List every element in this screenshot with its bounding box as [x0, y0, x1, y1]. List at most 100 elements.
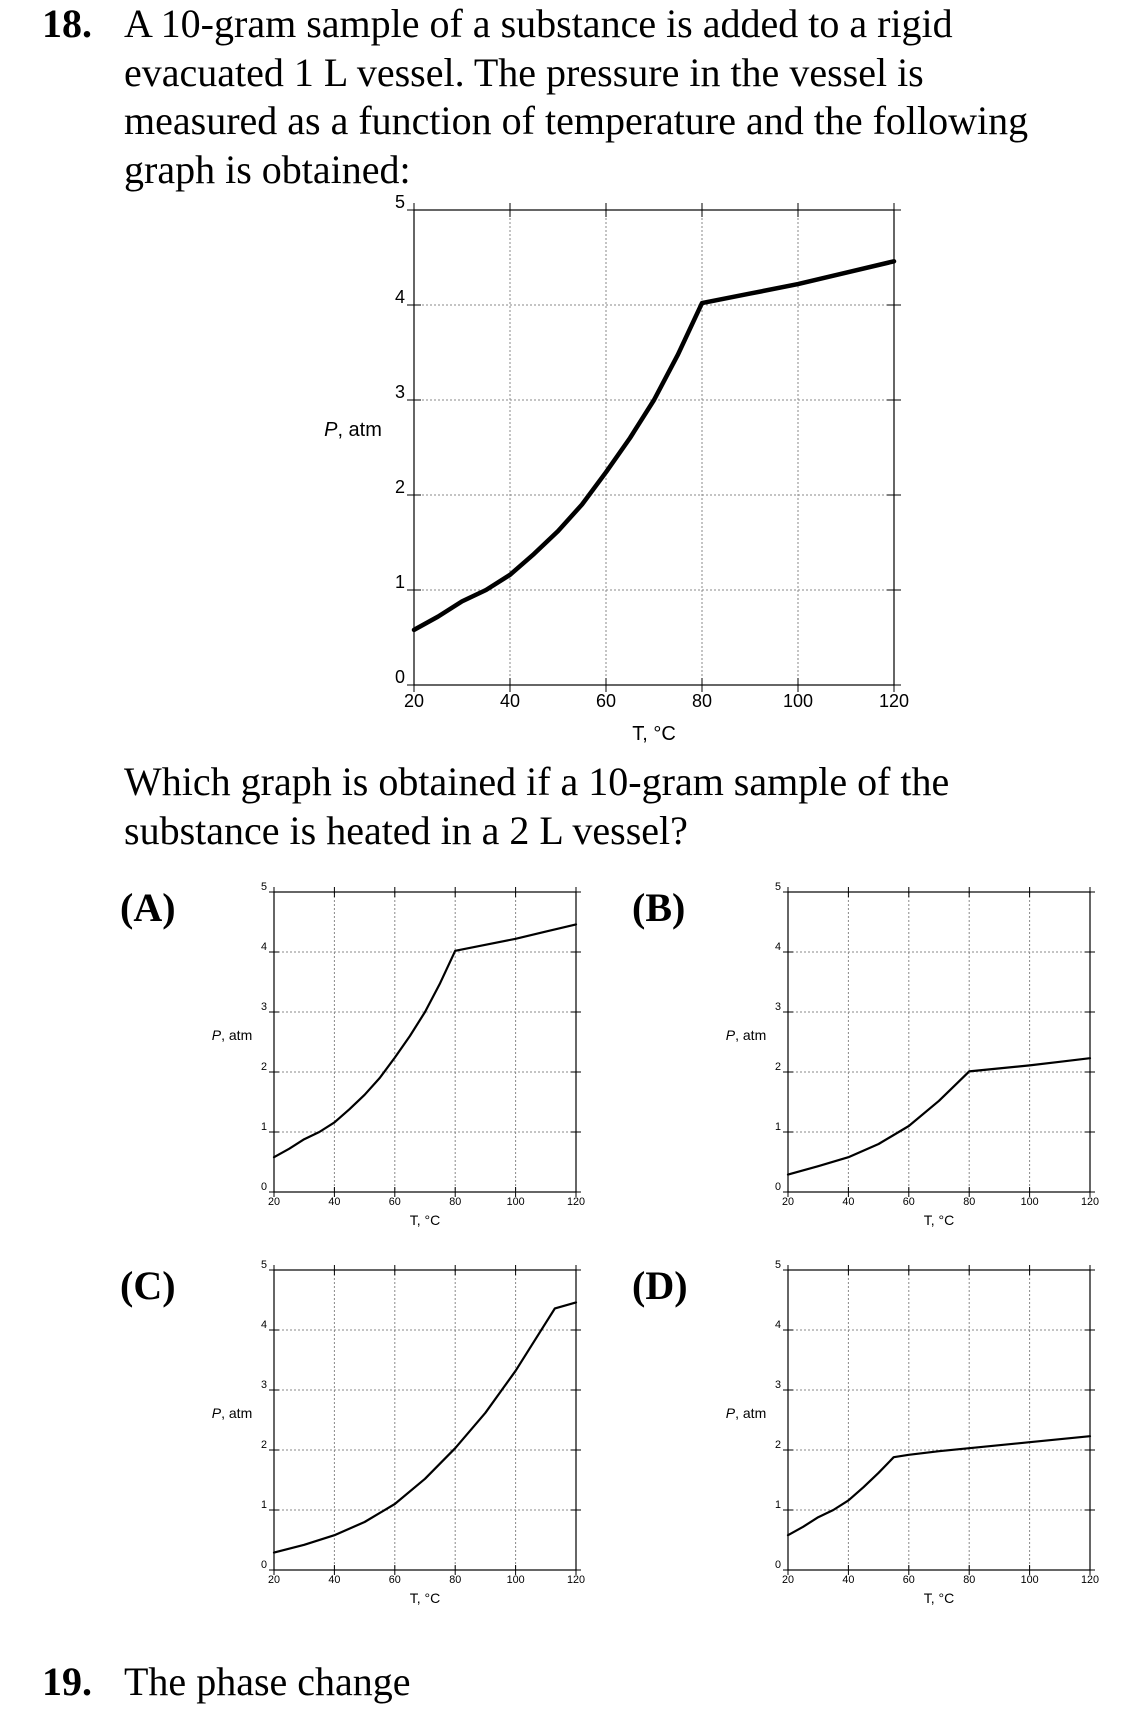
y-tick-label: 3	[775, 1001, 781, 1013]
question-19-text: The phase change	[124, 1659, 411, 1704]
y-tick-label: 4	[775, 941, 781, 953]
y-axis-label: P, atm	[726, 1027, 766, 1043]
x-axis-label: T, °C	[410, 1590, 441, 1606]
x-tick-label: 20	[782, 1196, 794, 1208]
x-tick-label: 40	[842, 1196, 854, 1208]
y-tick-label: 1	[775, 1121, 781, 1133]
y-tick-label: 3	[261, 1379, 267, 1391]
x-tick-label: 40	[328, 1196, 340, 1208]
y-tick-label: 0	[395, 667, 405, 687]
y-axis-label: P, atm	[324, 419, 382, 441]
stem-line: graph is obtained:	[124, 146, 411, 192]
pressure-curve	[786, 1057, 1092, 1176]
x-tick-label: 80	[963, 1574, 975, 1586]
pressure-curve	[272, 923, 578, 1159]
x-tick-label: 120	[879, 691, 909, 711]
x-tick-label: 80	[692, 691, 712, 711]
x-axis-label: T, °C	[632, 723, 676, 745]
plot-frame	[273, 1269, 577, 1571]
x-tick-label: 40	[328, 1574, 340, 1586]
plot-frame	[787, 891, 1091, 1193]
y-tick-label: 1	[775, 1499, 781, 1511]
plot-frame	[787, 1269, 1091, 1571]
x-tick-label: 100	[507, 1574, 525, 1586]
question-19-number: 19.	[42, 1659, 92, 1704]
y-tick-label: 0	[261, 1559, 267, 1571]
y-tick-label: 4	[261, 941, 267, 953]
x-tick-label: 120	[1081, 1574, 1099, 1586]
y-tick-label: 4	[395, 287, 405, 307]
x-tick-label: 100	[783, 691, 813, 711]
option-b-chart[interactable]: 20 40 60 80 100 120 0 1 2 3 4 5 P, atm T, °C	[710, 880, 1110, 1235]
y-tick-label: 5	[395, 192, 405, 212]
x-tick-label: 120	[567, 1574, 585, 1586]
y-tick-label: 5	[261, 1259, 267, 1271]
y-tick-label: 5	[775, 881, 781, 893]
y-tick-label: 5	[775, 1259, 781, 1271]
x-tick-label: 20	[268, 1574, 280, 1586]
x-tick-label: 40	[500, 691, 520, 711]
prompt-line: Which graph is obtained if a 10-gram sam…	[124, 759, 950, 804]
y-tick-label: 3	[775, 1379, 781, 1391]
x-axis-label: T, °C	[924, 1590, 955, 1606]
question-18-number: 18.	[42, 1, 92, 46]
x-tick-label: 60	[389, 1574, 401, 1586]
y-tick-label: 4	[261, 1319, 267, 1331]
x-tick-label: 60	[389, 1196, 401, 1208]
y-tick-label: 3	[261, 1001, 267, 1013]
x-tick-label: 100	[507, 1196, 525, 1208]
y-tick-label: 2	[395, 477, 405, 497]
y-tick-label: 4	[775, 1319, 781, 1331]
x-tick-label: 120	[567, 1196, 585, 1208]
option-c-label[interactable]: (C)	[120, 1263, 176, 1308]
option-d-chart[interactable]: 20 40 60 80 100 120 0 1 2 3 4 5 P, atm T, °C	[710, 1258, 1110, 1613]
x-tick-label: 100	[1021, 1574, 1039, 1586]
x-tick-label: 20	[268, 1196, 280, 1208]
y-tick-label: 5	[261, 881, 267, 893]
x-axis-label: T, °C	[924, 1212, 955, 1228]
option-c-chart[interactable]: 20 40 60 80 100 120 0 1 2 3 4 5 P, atm T, °C	[196, 1258, 596, 1613]
pressure-curve	[272, 1301, 578, 1554]
y-tick-label: 2	[261, 1061, 267, 1073]
x-tick-label: 100	[1021, 1196, 1039, 1208]
x-tick-label: 80	[449, 1196, 461, 1208]
option-d-label[interactable]: (D)	[632, 1263, 688, 1308]
x-tick-label: 80	[449, 1574, 461, 1586]
option-a-label[interactable]: (A)	[120, 885, 176, 930]
question-18-stem: A 10-gram sample of a substance is added…	[124, 0, 1028, 194]
y-axis-label: P, atm	[212, 1405, 252, 1421]
y-axis-label: P, atm	[212, 1027, 252, 1043]
stem-line: measured as a function of temperature an…	[124, 98, 1029, 143]
y-axis-label: P, atm	[726, 1405, 766, 1421]
question-18-prompt: Which graph is obtained if a 10-gram sam…	[124, 758, 949, 855]
y-tick-label: 0	[775, 1559, 781, 1571]
plot-frame	[413, 209, 895, 686]
y-tick-label: 2	[775, 1439, 781, 1451]
plot-frame	[273, 891, 577, 1193]
y-tick-label: 1	[261, 1121, 267, 1133]
y-tick-label: 2	[775, 1061, 781, 1073]
x-tick-label: 120	[1081, 1196, 1099, 1208]
y-tick-label: 2	[261, 1439, 267, 1451]
y-tick-label: 3	[395, 382, 405, 402]
y-tick-label: 0	[775, 1181, 781, 1193]
stem-line: evacuated 1 L vessel. The pressure in th…	[124, 49, 924, 95]
pressure-curve	[786, 1435, 1092, 1537]
x-tick-label: 20	[404, 691, 424, 711]
y-tick-label: 0	[261, 1181, 267, 1193]
y-tick-label: 1	[395, 572, 405, 592]
x-tick-label: 80	[963, 1196, 975, 1208]
option-b-label[interactable]: (B)	[632, 885, 686, 930]
main-pressure-temperature-chart: 20 40 60 80 100 120 0 1 2 3 4 5 P, atm T, °C	[324, 192, 909, 745]
x-tick-label: 60	[596, 691, 616, 711]
prompt-line: substance is heated in a 2 L vessel?	[124, 807, 688, 853]
x-axis-label: T, °C	[410, 1212, 441, 1228]
stem-line: A 10-gram sample of a substance is added…	[124, 1, 953, 46]
x-tick-label: 40	[842, 1574, 854, 1586]
y-tick-label: 1	[261, 1499, 267, 1511]
pressure-curve	[411, 259, 897, 633]
x-tick-label: 60	[903, 1196, 915, 1208]
option-a-chart[interactable]: 20 40 60 80 100 120 0 1 2 3 4 5 P, atm T, °C	[196, 880, 596, 1235]
x-tick-label: 20	[782, 1574, 794, 1586]
x-tick-label: 60	[903, 1574, 915, 1586]
